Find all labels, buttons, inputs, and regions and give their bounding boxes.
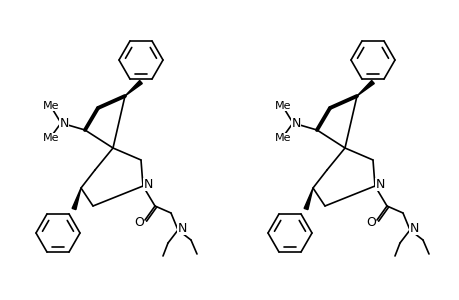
Polygon shape [303, 188, 312, 210]
Polygon shape [125, 80, 142, 96]
Text: N: N [177, 221, 186, 235]
Text: N: N [375, 178, 384, 190]
Text: N: N [143, 178, 152, 190]
Polygon shape [72, 188, 81, 210]
Text: Me: Me [274, 101, 291, 111]
Text: O: O [365, 215, 375, 229]
Text: O: O [134, 215, 144, 229]
Text: Me: Me [274, 133, 291, 143]
Polygon shape [356, 80, 374, 96]
Text: N: N [291, 116, 300, 130]
Text: N: N [409, 221, 418, 235]
Text: Me: Me [43, 133, 59, 143]
Text: N: N [59, 116, 68, 130]
Text: Me: Me [43, 101, 59, 111]
